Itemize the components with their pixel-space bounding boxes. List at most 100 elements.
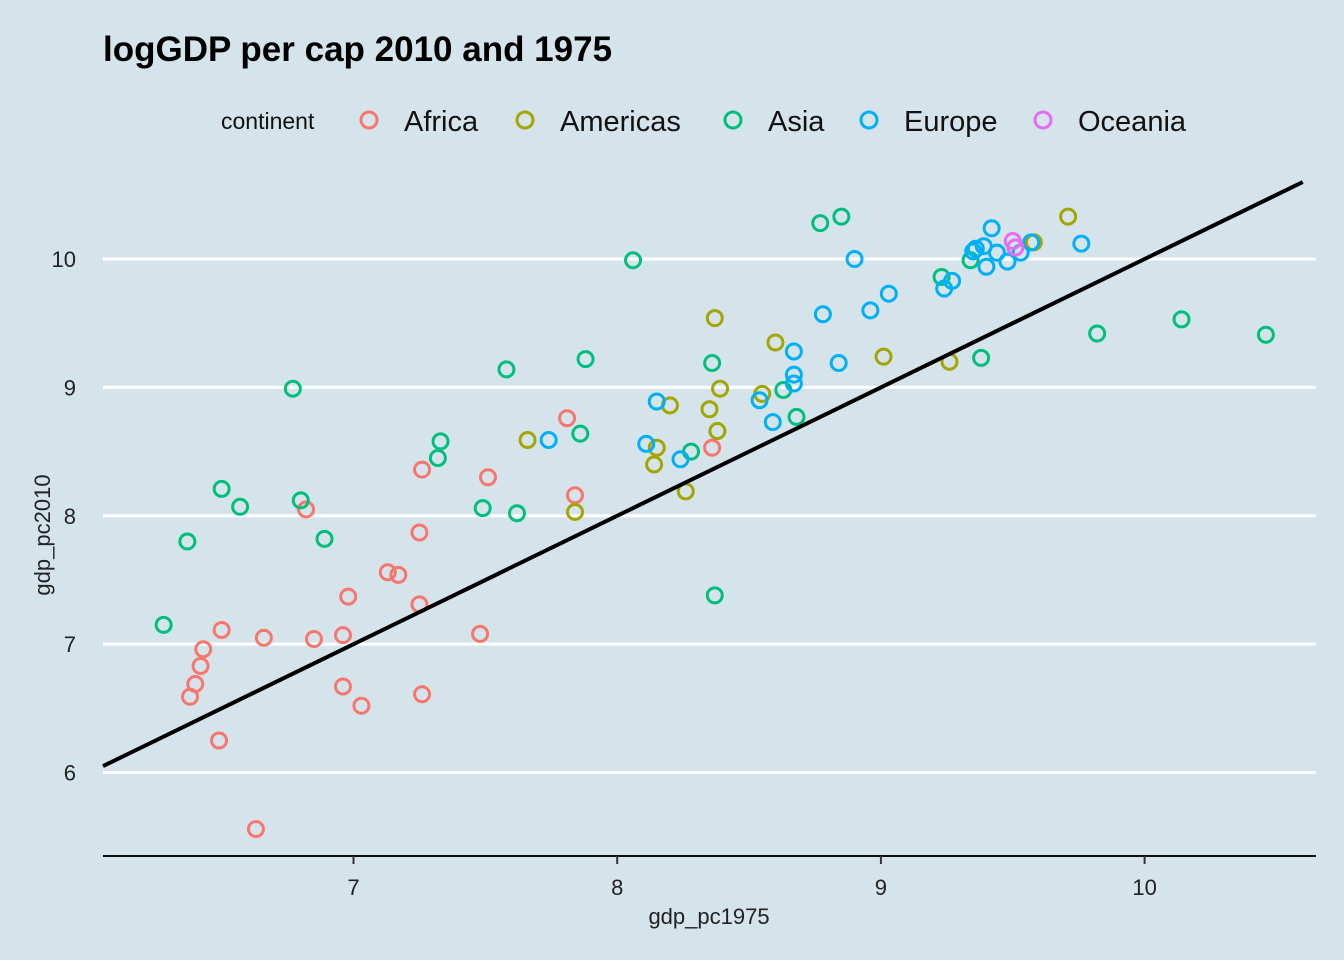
data-point-asia: [1088, 324, 1107, 343]
data-point-asia: [787, 407, 806, 426]
data-point-asia: [291, 491, 310, 510]
data-point-asia: [212, 479, 231, 498]
data-point-europe: [861, 301, 880, 320]
legend-label-americas: Americas: [560, 106, 681, 138]
data-point-oceania: [1006, 238, 1025, 257]
data-point-asia: [972, 348, 991, 367]
data-point-africa: [304, 630, 323, 649]
data-point-europe: [964, 242, 983, 261]
data-point-europe: [671, 450, 690, 469]
data-point-africa: [478, 468, 497, 487]
y-axis-title: gdp_pc2010: [30, 474, 55, 595]
data-point-europe: [879, 284, 898, 303]
data-point-asia: [473, 499, 492, 518]
data-point-asia: [1172, 310, 1191, 329]
x-tick-label: 8: [611, 875, 623, 900]
data-point-americas: [1059, 207, 1078, 226]
legend-key-europe: [859, 110, 879, 130]
data-point-europe: [763, 413, 782, 432]
data-point-europe: [977, 257, 996, 276]
y-tick-label: 9: [64, 375, 76, 400]
legend-key-africa: [359, 110, 379, 130]
data-point-africa: [297, 500, 316, 519]
data-point-asia: [315, 529, 334, 548]
y-tick-label: 7: [64, 632, 76, 657]
y-tick-label: 8: [64, 504, 76, 529]
legend-label-asia: Asia: [768, 106, 825, 138]
data-point-europe: [784, 374, 803, 393]
reference-line: [102, 180, 1304, 768]
data-point-asia: [508, 504, 527, 523]
data-point-asia: [154, 615, 173, 634]
x-axis-title: gdp_pc1975: [648, 904, 769, 929]
data-point-africa: [186, 674, 205, 693]
data-point-europe: [845, 250, 864, 269]
data-point-europe: [539, 431, 558, 450]
data-point-africa: [254, 628, 273, 647]
data-point-asia: [811, 214, 830, 233]
data-point-americas: [566, 502, 585, 521]
legend-key-asia: [723, 110, 743, 130]
legend-label-oceania: Oceania: [1078, 106, 1187, 138]
data-point-africa: [566, 486, 585, 505]
data-point-africa: [410, 523, 429, 542]
data-point-africa: [212, 621, 231, 640]
data-point-asia: [832, 207, 851, 226]
y-axis-ticks: 6 7 8 9 10: [52, 247, 76, 786]
x-tick-label: 9: [875, 875, 887, 900]
data-point-europe: [829, 354, 848, 373]
plot-area: [102, 180, 1316, 839]
data-point-asia: [178, 532, 197, 551]
data-point-europe: [637, 434, 656, 453]
data-point-americas: [645, 455, 664, 474]
chart-title: logGDP per cap 2010 and 1975: [103, 30, 612, 69]
data-point-europe: [750, 391, 769, 410]
legend-key-oceania: [1033, 110, 1053, 130]
data-point-europe: [784, 342, 803, 361]
data-point-americas: [647, 438, 666, 457]
x-tick-label: 10: [1132, 875, 1156, 900]
data-point-asia: [428, 449, 447, 468]
data-point-europe: [987, 243, 1006, 262]
y-tick-label: 10: [52, 247, 76, 272]
data-point-africa: [191, 656, 210, 675]
data-point-americas: [766, 333, 785, 352]
data-point-americas: [711, 379, 730, 398]
data-point-africa: [471, 624, 490, 643]
data-point-europe: [1022, 233, 1041, 252]
data-point-asia: [431, 432, 450, 451]
data-point-europe: [982, 219, 1001, 238]
data-point-africa: [558, 409, 577, 428]
legend-key-americas: [515, 110, 535, 130]
data-point-africa: [389, 565, 408, 584]
legend: continent Africa Americas Asia Europe Oceani…: [221, 106, 1187, 138]
x-tick-label: 7: [347, 875, 359, 900]
data-point-africa: [246, 820, 265, 839]
y-tick-label: 6: [64, 761, 76, 786]
legend-label-europe: Europe: [904, 106, 998, 138]
data-point-asia: [497, 360, 516, 379]
data-point-asia: [705, 586, 724, 605]
data-point-europe: [943, 271, 962, 290]
data-point-asia: [231, 497, 250, 516]
data-point-asia: [1256, 325, 1275, 344]
data-point-asia: [682, 442, 701, 461]
data-point-asia: [283, 379, 302, 398]
data-point-africa: [413, 460, 432, 479]
data-point-americas: [518, 431, 537, 450]
data-point-asia: [571, 424, 590, 443]
x-axis-ticks: 7 8 9 10: [347, 856, 1157, 900]
data-point-europe: [998, 252, 1017, 271]
data-point-africa: [413, 685, 432, 704]
data-point-africa: [378, 563, 397, 582]
data-point-asia: [703, 354, 722, 373]
data-point-americas: [705, 309, 724, 328]
data-point-americas: [874, 347, 893, 366]
data-point-europe: [1072, 234, 1091, 253]
data-point-africa: [194, 640, 213, 659]
data-point-americas: [700, 400, 719, 419]
data-point-asia: [576, 350, 595, 369]
data-point-africa: [333, 677, 352, 696]
data-point-europe: [784, 365, 803, 384]
